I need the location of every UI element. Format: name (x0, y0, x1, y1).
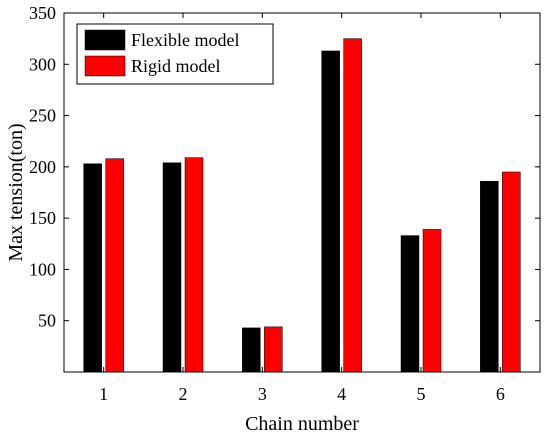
bar-rigid-model-chain-6 (502, 171, 521, 373)
bar-flexible-model-chain-3 (242, 327, 261, 373)
y-tick-label-300: 300 (29, 54, 56, 74)
x-tick-label-4: 4 (337, 384, 346, 404)
plot-frame (63, 12, 541, 373)
y-tick-label-50: 50 (38, 311, 56, 331)
x-tick-label-1: 1 (99, 384, 108, 404)
bar-rigid-model-chain-5 (422, 229, 442, 373)
legend: Flexible model Rigid model (76, 23, 274, 85)
y-tick-label-250: 250 (29, 106, 56, 126)
x-tick-label-3: 3 (258, 384, 267, 404)
legend-label-flexible-model: Flexible model (131, 30, 239, 50)
bar-rigid-model-chain-3 (264, 326, 283, 373)
y-tick-label-350: 350 (29, 3, 56, 23)
bar-rigid-model-chain-4 (343, 38, 362, 373)
x-tick-label-6: 6 (496, 384, 505, 404)
bar-flexible-model-chain-4 (321, 50, 340, 373)
y-axis-ticks: 50 100 150 200 250 300 350 (29, 3, 540, 331)
x-axis-title: Chain number (245, 413, 359, 435)
x-tick-label-5: 5 (417, 384, 426, 404)
y-tick-label-200: 200 (29, 157, 56, 177)
x-axis-ticks: 1 2 3 4 5 6 (99, 13, 505, 404)
bars (83, 38, 521, 373)
legend-label-rigid-model: Rigid model (131, 56, 221, 76)
legend-swatch-rigid-model (84, 55, 126, 77)
legend-swatch-flexible-model (84, 29, 126, 51)
bar-rigid-model-chain-1 (105, 158, 124, 373)
bar-flexible-model-chain-5 (400, 235, 420, 373)
bar-flexible-model-chain-6 (480, 180, 499, 373)
y-tick-label-150: 150 (29, 208, 56, 228)
bar-rigid-model-chain-2 (184, 157, 204, 373)
y-tick-label-100: 100 (29, 259, 56, 279)
y-axis-title: Max tension(ton) (5, 123, 27, 261)
x-tick-label-2: 2 (179, 384, 188, 404)
bar-flexible-model-chain-2 (162, 162, 182, 373)
bar-flexible-model-chain-1 (83, 163, 102, 373)
